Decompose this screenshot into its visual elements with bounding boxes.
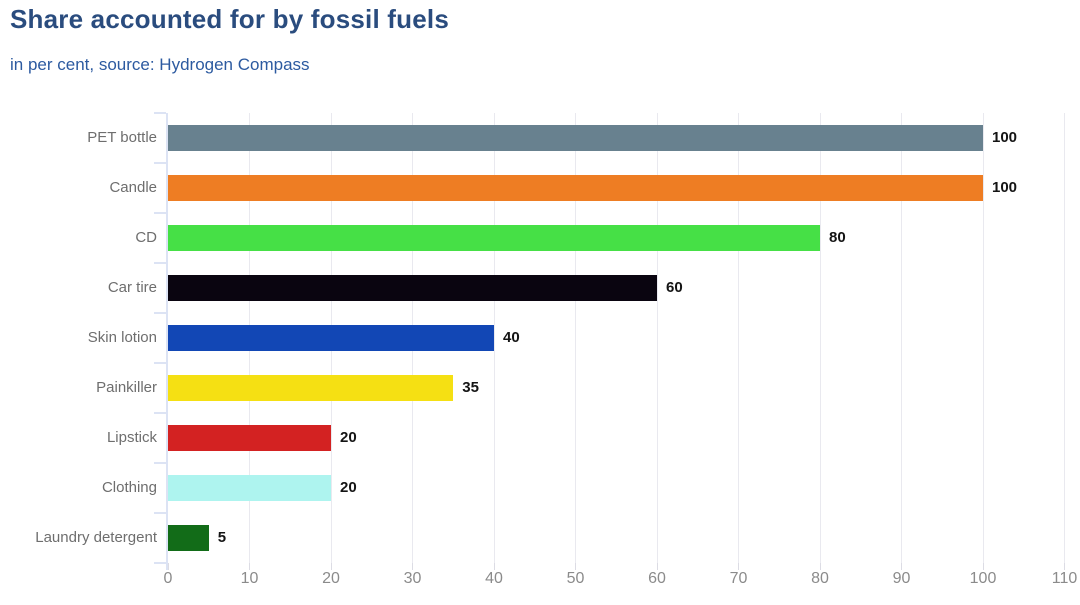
y-axis-tick bbox=[154, 112, 166, 114]
y-axis-tick bbox=[154, 562, 166, 564]
x-axis-tick-label: 70 bbox=[729, 570, 748, 587]
y-axis-tick bbox=[154, 462, 166, 464]
y-axis-tick bbox=[154, 212, 166, 214]
x-axis-tick-label: 100 bbox=[969, 570, 997, 587]
bar-lipstick bbox=[168, 425, 331, 451]
chart-subtitle: in per cent, source: Hydrogen Compass bbox=[10, 55, 310, 74]
bar-candle bbox=[168, 175, 983, 201]
chart-title: Share accounted for by fossil fuels bbox=[10, 4, 449, 34]
x-axis-tick-label: 10 bbox=[240, 570, 259, 587]
category-label-pet-bottle: PET bottle bbox=[87, 129, 157, 146]
x-axis-tick-0 bbox=[167, 563, 169, 570]
bar-clothing bbox=[168, 475, 331, 501]
gridline-40 bbox=[493, 113, 495, 563]
gridline-50 bbox=[575, 113, 576, 563]
x-axis-tick-20 bbox=[330, 563, 332, 570]
bar-pet-bottle bbox=[168, 125, 983, 151]
x-axis-tick-label: 80 bbox=[811, 570, 829, 587]
category-label-cd: CD bbox=[135, 229, 157, 246]
x-axis-tick-label: 50 bbox=[566, 570, 585, 587]
value-label-skin-lotion: 40 bbox=[503, 329, 520, 346]
bar-cd bbox=[168, 225, 820, 251]
bar-car-tire bbox=[168, 275, 657, 301]
x-axis-tick-label: 30 bbox=[403, 570, 422, 587]
x-axis-tick-label: 20 bbox=[322, 570, 340, 587]
y-axis-tick bbox=[154, 412, 166, 414]
category-label-car-tire: Car tire bbox=[107, 279, 157, 296]
category-label-painkiller: Painkiller bbox=[96, 379, 157, 396]
x-axis-tick-label: 0 bbox=[163, 570, 173, 587]
x-axis-tick-50 bbox=[575, 563, 576, 570]
category-label-lipstick: Lipstick bbox=[106, 429, 157, 446]
bar-skin-lotion bbox=[168, 325, 494, 351]
gridline-100 bbox=[982, 113, 984, 563]
x-axis-tick-10 bbox=[249, 563, 250, 570]
value-label-clothing: 20 bbox=[340, 479, 357, 496]
value-label-painkiller: 35 bbox=[462, 379, 479, 396]
bar-laundry-detergent bbox=[168, 525, 209, 551]
x-axis-tick-110 bbox=[1064, 563, 1065, 570]
value-label-lipstick: 20 bbox=[340, 429, 357, 446]
y-axis-line bbox=[166, 113, 168, 570]
x-axis-tick-90 bbox=[901, 563, 902, 570]
value-label-car-tire: 60 bbox=[666, 279, 683, 296]
value-label-candle: 100 bbox=[992, 179, 1018, 196]
category-label-clothing: Clothing bbox=[101, 479, 157, 496]
bar-painkiller bbox=[168, 375, 454, 401]
y-axis-tick bbox=[154, 512, 166, 514]
x-axis-tick-80 bbox=[819, 563, 821, 570]
x-axis-tick-30 bbox=[412, 563, 413, 570]
x-axis-tick-label: 110 bbox=[1051, 570, 1078, 587]
gridline-80 bbox=[819, 113, 821, 563]
y-axis-tick bbox=[154, 362, 166, 364]
x-axis-tick-40 bbox=[493, 563, 495, 570]
y-axis-tick bbox=[154, 262, 166, 264]
gridline-70 bbox=[738, 113, 739, 563]
x-axis-tick-label: 90 bbox=[892, 570, 911, 587]
x-axis-tick-70 bbox=[738, 563, 739, 570]
x-axis-tick-label: 60 bbox=[648, 570, 666, 587]
category-label-laundry-detergent: Laundry detergent bbox=[35, 529, 157, 546]
y-axis-tick bbox=[154, 162, 166, 164]
x-axis-tick-label: 40 bbox=[485, 570, 503, 587]
x-axis-tick-100 bbox=[982, 563, 984, 570]
value-label-pet-bottle: 100 bbox=[992, 129, 1018, 146]
x-axis-tick-60 bbox=[656, 563, 658, 570]
gridline-110 bbox=[1064, 113, 1065, 563]
gridline-90 bbox=[901, 113, 902, 563]
category-label-candle: Candle bbox=[109, 179, 157, 196]
value-label-cd: 80 bbox=[829, 229, 846, 246]
value-label-laundry-detergent: 5 bbox=[217, 529, 227, 546]
category-label-skin-lotion: Skin lotion bbox=[87, 329, 157, 346]
gridline-60 bbox=[656, 113, 658, 563]
y-axis-tick bbox=[154, 312, 166, 314]
